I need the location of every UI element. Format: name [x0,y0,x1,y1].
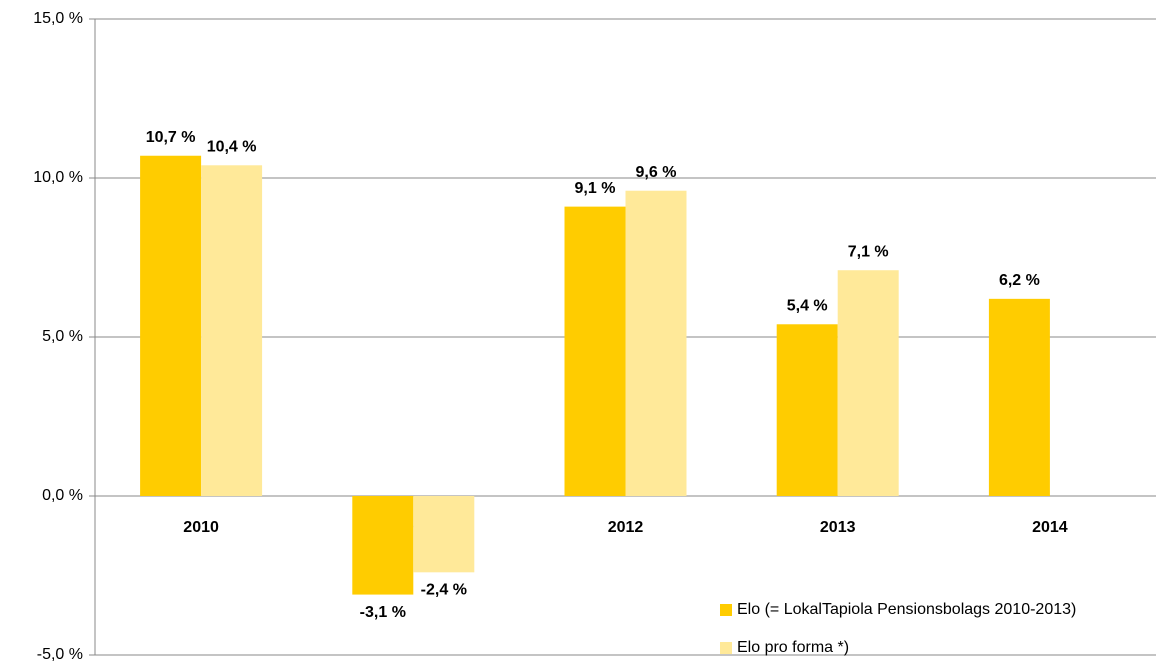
bar [564,206,626,496]
y-tick-label: 5,0 % [42,328,83,345]
bar [776,324,838,496]
bar [988,298,1050,496]
x-tick-label: 2014 [1032,519,1068,536]
legend-swatch [720,642,732,654]
legend-swatch [720,604,732,616]
value-label: 7,1 % [848,243,889,260]
y-tick-label: 15,0 % [33,10,83,27]
value-label: 9,1 % [575,180,616,197]
value-label: 5,4 % [787,297,828,314]
x-tick-label: 2013 [820,519,856,536]
value-label: -2,4 % [421,582,467,599]
bar [140,155,202,497]
y-tick-label: 10,0 % [33,169,83,186]
value-label: -3,1 % [360,604,406,621]
y-tick-label: 0,0 % [42,487,83,504]
bar [352,496,414,595]
value-label: 9,6 % [636,164,677,181]
legend-label: Elo (= LokalTapiola Pensionsbolags 2010-… [737,601,1076,618]
bar [837,270,899,496]
legend-label: Elo pro forma *) [737,639,849,656]
x-tick-label: 2010 [183,519,219,536]
value-label: 10,4 % [207,138,257,155]
bar [201,165,263,496]
value-label: 6,2 % [999,272,1040,289]
x-tick-label: 2012 [608,519,644,536]
bar [625,190,687,496]
y-tick-label: -5,0 % [37,646,83,662]
value-label: 10,7 % [146,129,196,146]
bar [413,496,475,573]
